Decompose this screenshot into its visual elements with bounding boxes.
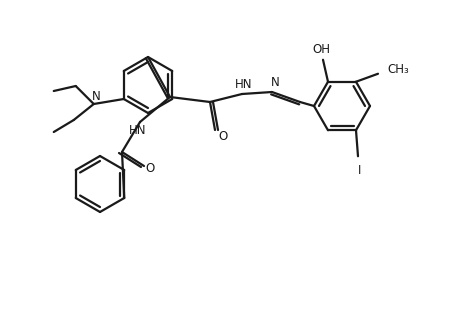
Text: OH: OH bbox=[312, 43, 330, 56]
Text: HN: HN bbox=[129, 124, 147, 137]
Text: N: N bbox=[271, 77, 279, 90]
Text: CH₃: CH₃ bbox=[387, 63, 409, 76]
Text: HN: HN bbox=[235, 78, 253, 91]
Text: O: O bbox=[218, 129, 228, 142]
Text: I: I bbox=[359, 164, 362, 177]
Text: N: N bbox=[91, 90, 100, 102]
Text: O: O bbox=[146, 161, 155, 174]
